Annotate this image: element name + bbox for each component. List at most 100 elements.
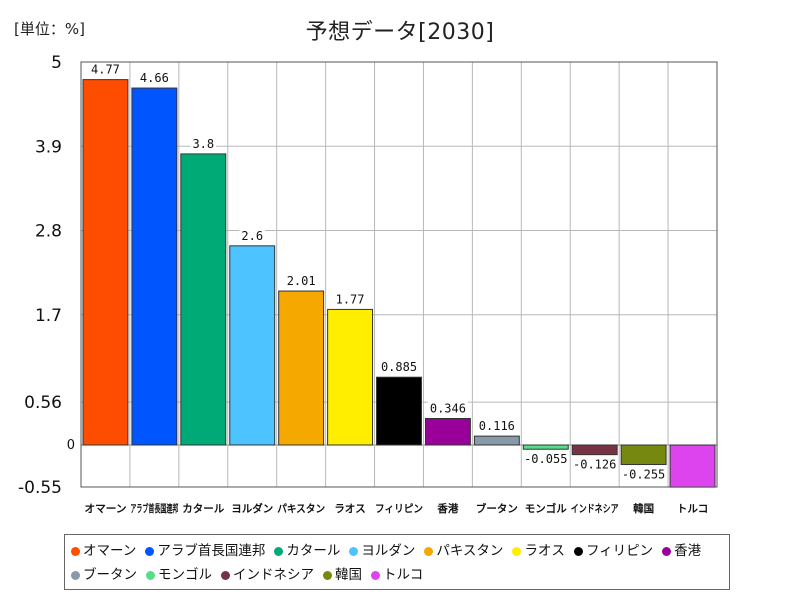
legend-marker xyxy=(662,546,672,556)
value-label: -0.055 xyxy=(524,452,567,466)
legend-item: インドネシア xyxy=(221,563,314,587)
x-tick-label: ヨルダン xyxy=(231,502,273,515)
x-tick-label: インドネシア xyxy=(571,503,619,515)
value-label: 3.8 xyxy=(192,137,214,151)
bar xyxy=(131,87,178,446)
legend-marker xyxy=(71,570,80,580)
bar xyxy=(522,444,569,450)
legend-label: トルコ xyxy=(383,567,424,583)
x-tick-label: 香港 xyxy=(436,502,458,515)
bar xyxy=(82,79,129,446)
legend-label: ブータン xyxy=(83,567,137,583)
x-axis-labels: オマーン アラブ首長国連邦カタール ヨルダン パキスタン ラオス フィリピン 香港 ブータンモ… xyxy=(84,502,708,515)
value-label-bg xyxy=(239,228,266,243)
x-tick-label: フィリピン xyxy=(375,503,423,515)
bar xyxy=(229,245,276,446)
legend-item: トルコ xyxy=(371,563,423,587)
value-label: 1.77 xyxy=(336,292,365,306)
legend-marker xyxy=(512,546,522,556)
legend-item: パキスタン xyxy=(424,539,503,563)
bar xyxy=(278,290,325,446)
legend-label: ヨルダン xyxy=(361,543,416,559)
x-tick-label: カタール xyxy=(182,503,224,515)
plot-frame xyxy=(80,61,718,488)
legend-label: オマーン xyxy=(83,543,137,559)
legend-marker xyxy=(424,546,434,556)
value-label: 4.66 xyxy=(140,71,169,85)
x-tick-label: トルコ xyxy=(677,503,709,515)
bar xyxy=(180,153,227,446)
value-label-bg xyxy=(522,452,570,467)
legend-item: ヨルダン xyxy=(349,539,415,563)
legend-item: カタール xyxy=(274,539,340,563)
value-label-bg xyxy=(476,419,517,434)
x-tick-label: ラオス xyxy=(334,503,366,515)
value-label: 2.01 xyxy=(287,274,316,288)
legend-label: 韓国 xyxy=(335,567,362,583)
legend-label: フィリピン xyxy=(585,543,654,559)
value-labels: 4.77 4.66 3.8 2.6 2.01 1.77 0.885 0.346 0.116 -0.… xyxy=(89,62,668,482)
legend-item: オマーン xyxy=(71,539,136,563)
bar xyxy=(669,444,716,488)
legend-label: カタール xyxy=(286,543,341,559)
legend-label: 香港 xyxy=(674,543,702,559)
x-tick-label: モンゴル xyxy=(525,502,567,515)
bar xyxy=(620,444,667,466)
y-tick-label: -0.55 xyxy=(18,478,62,498)
value-label-bg xyxy=(427,401,468,416)
legend-item: ブータン xyxy=(71,563,137,587)
value-label: 0.885 xyxy=(381,360,417,374)
value-label-bg xyxy=(571,457,619,472)
x-tick-label: ブータン xyxy=(476,502,518,515)
legend-label: アラブ首長国連邦 xyxy=(157,543,266,559)
y-axis-ticks: 5 3.9 2.8 1.7 0.56 0 -0.55 xyxy=(18,53,75,498)
value-label: -0.255 xyxy=(622,468,665,482)
y-tick-label: 3.9 xyxy=(35,137,62,157)
legend-label: パキスタン xyxy=(436,543,504,559)
bars xyxy=(82,79,716,488)
bar xyxy=(571,444,618,456)
value-label: 2.6 xyxy=(241,229,263,243)
y-tick-label: 0 xyxy=(67,438,75,453)
bar xyxy=(327,308,374,446)
bar xyxy=(376,376,422,446)
legend-marker xyxy=(349,546,359,556)
value-label: 4.77 xyxy=(91,63,120,77)
legend-item: アラブ首長国連邦 xyxy=(145,539,265,563)
legend-label: モンゴル xyxy=(158,567,212,583)
y-tick-label: 1.7 xyxy=(35,306,62,326)
chart-title: 予想データ[2030] xyxy=(305,20,495,45)
y-tick-label: 0.56 xyxy=(24,393,62,413)
legend-item: モンゴル xyxy=(146,563,212,587)
x-tick-label: アラブ首長国連邦 xyxy=(130,502,178,515)
legend-marker xyxy=(71,546,80,556)
legend-item: フィリピン xyxy=(573,539,654,563)
value-label: 0.116 xyxy=(479,419,515,433)
value-label-bg xyxy=(89,62,122,77)
grid-lines xyxy=(81,62,717,487)
value-label-bg xyxy=(137,71,171,86)
unit-label: [単位：%] xyxy=(14,20,85,38)
legend-item: 香港 xyxy=(662,539,701,563)
bar xyxy=(424,417,471,446)
y-tick-label: 2.8 xyxy=(35,222,62,242)
value-label-bg xyxy=(379,360,419,375)
legend-marker xyxy=(323,570,332,580)
value-label-bg xyxy=(333,292,367,307)
bar xyxy=(473,435,520,446)
legend-item: 韓国 xyxy=(323,563,362,587)
value-label: -0.126 xyxy=(573,458,616,472)
y-tick-label: 5 xyxy=(51,53,62,73)
legend-label: インドネシア xyxy=(233,567,314,583)
x-tick-label: 韓国 xyxy=(633,502,654,515)
x-tick-label: パキスタン xyxy=(277,503,325,515)
legend-marker xyxy=(573,546,583,556)
value-label-bg xyxy=(284,274,318,289)
legend-marker xyxy=(145,546,155,556)
legend-marker xyxy=(221,570,230,580)
x-tick-label: オマーン xyxy=(84,503,126,515)
value-label: 0.346 xyxy=(430,401,466,415)
value-label-bg xyxy=(190,136,217,151)
legend: オマーン アラブ首長国連邦 カタール ヨルダン パキスタン ラオス フィリピン 香港 ブータン モ… xyxy=(64,534,730,590)
